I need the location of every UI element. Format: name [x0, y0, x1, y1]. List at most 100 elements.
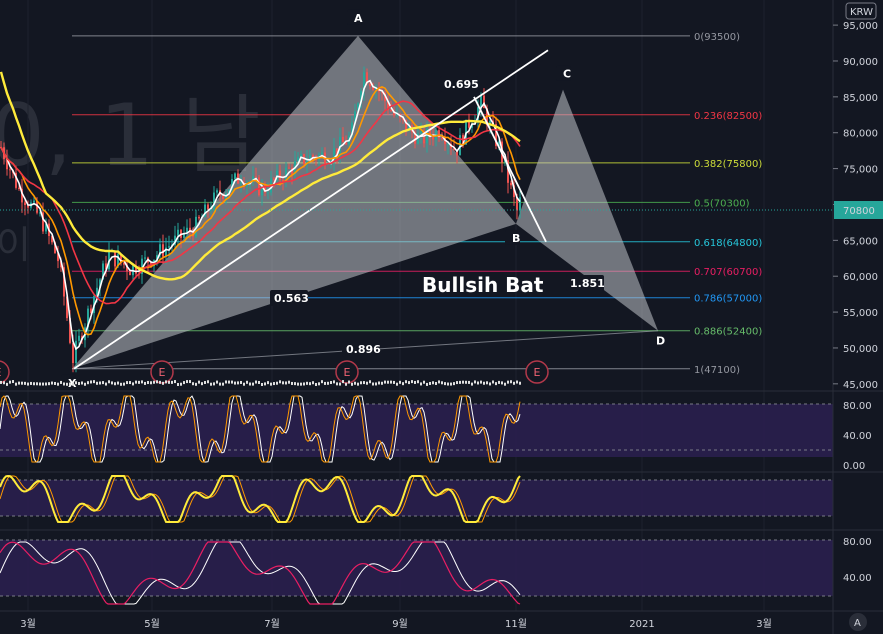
pattern-point-c: C	[563, 68, 571, 81]
indicator-pane-3[interactable]	[0, 539, 833, 597]
volume-bar	[165, 380, 167, 384]
indicator-tick-label: 40.00	[843, 573, 872, 584]
volume-bar	[435, 381, 437, 385]
volume-bar	[369, 380, 371, 384]
indicator-pane-1[interactable]	[0, 403, 833, 457]
volume-bar	[402, 382, 404, 386]
volume-bar	[75, 381, 77, 385]
time-tick-label: 7월	[264, 618, 280, 630]
candle-body	[135, 265, 137, 274]
candle-body	[24, 202, 26, 206]
candle-body	[387, 101, 389, 111]
earnings-marker-label: E	[159, 366, 166, 379]
earnings-marker[interactable]	[525, 360, 549, 384]
candle-body	[357, 103, 359, 112]
candle-body	[168, 246, 170, 248]
volume-bar	[90, 380, 92, 384]
volume-bar	[276, 381, 278, 385]
volume-bar	[396, 382, 398, 386]
candle-body	[408, 125, 410, 132]
volume-bar	[366, 381, 368, 385]
indicator-pane-2[interactable]	[0, 479, 833, 517]
volume-bar	[306, 381, 308, 385]
ratio-box	[566, 275, 604, 291]
currency-badge[interactable]	[845, 2, 877, 20]
time-tick-label: 9월	[392, 618, 408, 630]
volume-bar	[45, 382, 47, 386]
bat-pattern[interactable]	[72, 35, 658, 369]
volume-bar	[153, 380, 155, 384]
volume-bar	[9, 380, 11, 384]
candle-body	[156, 255, 158, 260]
volume-bar	[213, 382, 215, 386]
volume-bar	[66, 382, 68, 386]
volume-strip	[0, 380, 521, 386]
volume-bar	[210, 382, 212, 386]
time-tick-label: 11월	[505, 618, 527, 630]
volume-bar	[300, 382, 302, 386]
volume-bar	[60, 380, 62, 384]
candle-body	[27, 205, 29, 208]
volume-bar	[471, 382, 473, 386]
volume-bar	[453, 382, 455, 386]
volume-bar	[342, 380, 344, 384]
volume-bar	[390, 380, 392, 384]
volume-bar	[381, 381, 383, 385]
candle-body	[51, 236, 53, 243]
candle-body	[438, 130, 440, 138]
volume-bar	[462, 380, 464, 384]
earnings-marker[interactable]	[0, 360, 10, 384]
earnings-marker-label: E	[0, 366, 2, 379]
candle-body	[42, 212, 44, 232]
volume-bar	[114, 382, 116, 386]
volume-bar	[399, 380, 401, 384]
volume-bar	[384, 380, 386, 384]
candle-body	[480, 95, 482, 108]
volume-bar	[36, 382, 38, 386]
volume-bar	[483, 381, 485, 385]
auto-scale-button[interactable]	[849, 613, 867, 631]
candle-body	[87, 308, 89, 328]
volume-bar	[450, 382, 452, 386]
osc2-slow-line	[0, 474, 521, 523]
candle-body	[114, 250, 116, 267]
volume-bar	[480, 380, 482, 384]
moving-averages	[0, 71, 521, 351]
volume-bar	[240, 380, 242, 384]
volume-bar	[312, 381, 314, 385]
candle-body	[15, 172, 17, 188]
volume-bar	[81, 381, 83, 385]
volume-bar	[408, 381, 410, 385]
time-axis[interactable]: 3월 5월 7월 9월 11월 2021 3월	[20, 618, 772, 630]
price-tick-label: 85,000	[843, 93, 878, 104]
volume-bar	[315, 382, 317, 386]
volume-bar	[189, 380, 191, 384]
candle-body	[255, 176, 257, 178]
volume-bar	[183, 381, 185, 385]
volume-bar	[339, 382, 341, 386]
volume-bar	[132, 382, 134, 386]
candle-body	[54, 242, 56, 254]
volume-bar	[405, 380, 407, 384]
candle-body	[96, 287, 98, 297]
candle-body	[489, 120, 491, 126]
volume-bar	[378, 381, 380, 385]
candle-body	[405, 119, 407, 132]
volume-bar	[177, 382, 179, 386]
volume-bar	[123, 382, 125, 386]
earnings-markers[interactable]: EEEE	[0, 360, 549, 384]
volume-bar	[432, 381, 434, 385]
volume-bar	[180, 382, 182, 386]
volume-bar	[393, 380, 395, 384]
volume-bar	[519, 381, 521, 385]
candle-body	[204, 204, 206, 217]
volume-bar	[15, 382, 17, 386]
candle-body	[414, 132, 416, 144]
volume-bar	[192, 382, 194, 386]
candle-body	[375, 87, 377, 91]
indicator-lines	[0, 395, 521, 605]
volume-bar	[246, 380, 248, 384]
fib-level-label: 0.707(60700)	[694, 267, 762, 278]
pane3-band	[0, 540, 833, 596]
